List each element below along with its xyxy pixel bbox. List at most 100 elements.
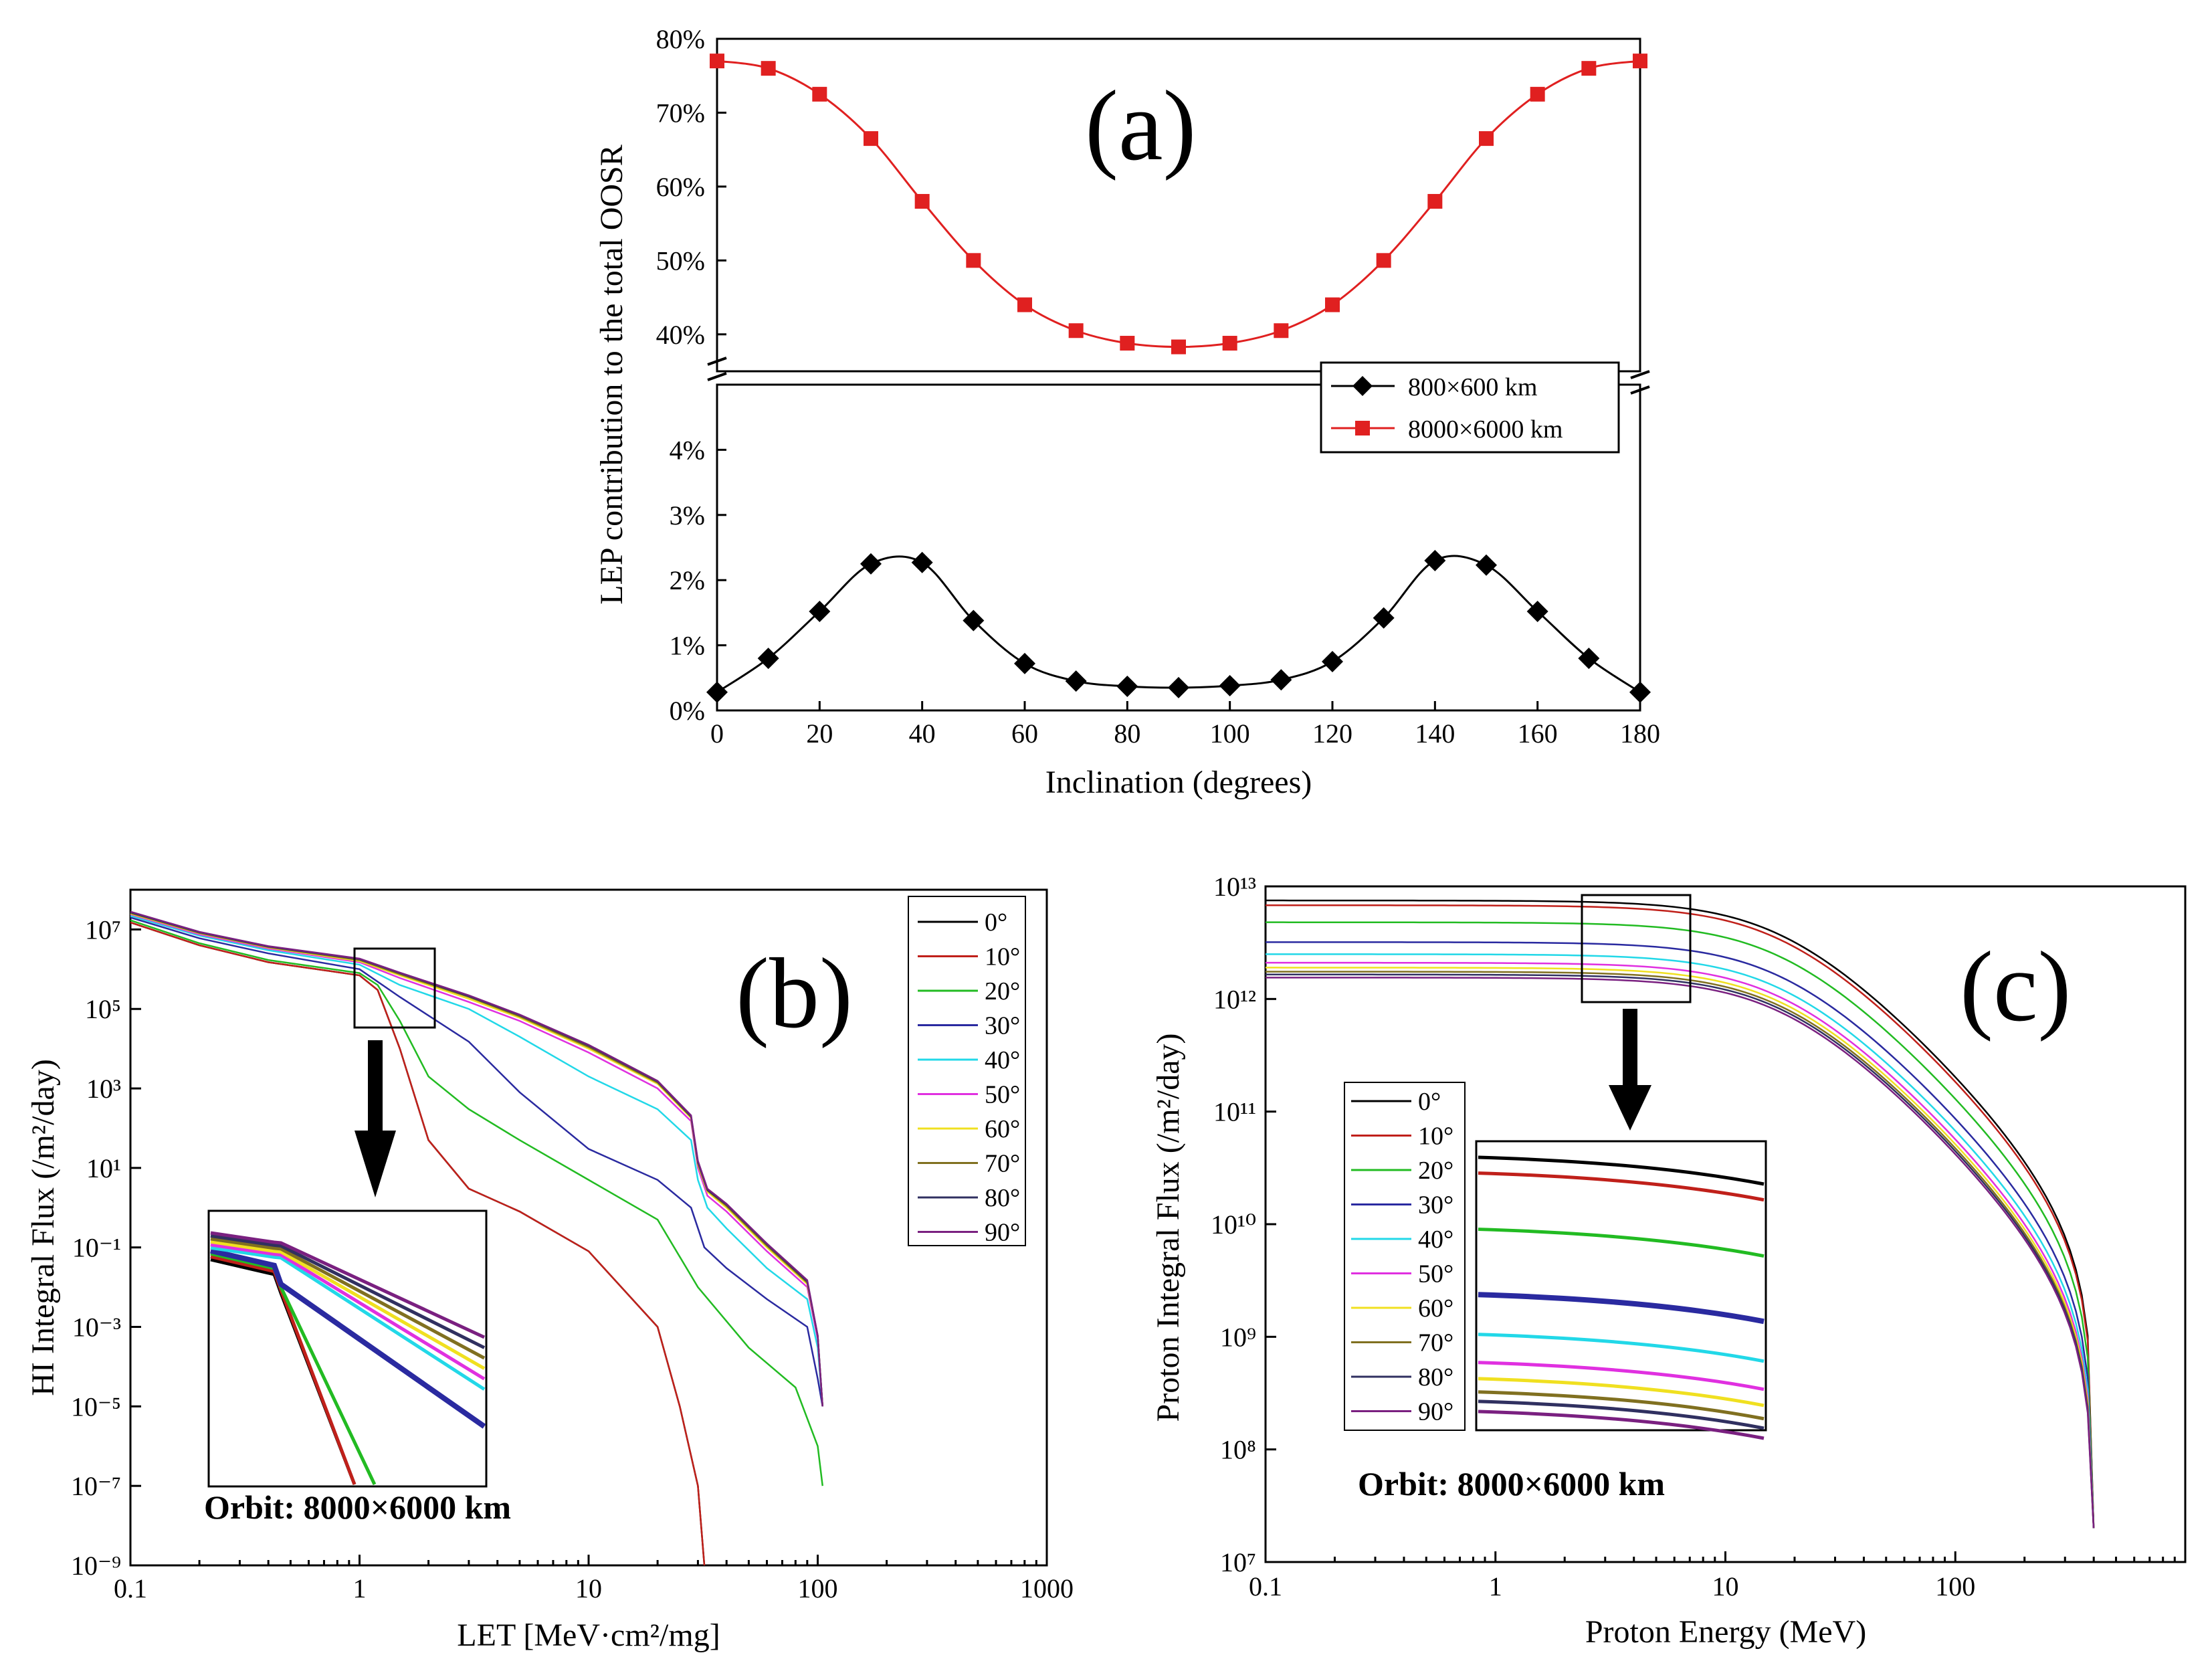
panel-a-frame-lower — [716, 383, 1641, 712]
panel-c-series-line-7 — [1265, 971, 2095, 1529]
panel-c-series-line-2 — [1265, 921, 2095, 1529]
panel-a-point-diamond — [963, 609, 985, 631]
panel-a-xtick-label: 60 — [1011, 718, 1038, 749]
panel-b-xtick-label: 0.1 — [114, 1573, 147, 1603]
panel-b-legend-label: 0° — [985, 908, 1007, 937]
panel-c-xtick-label: 1 — [1489, 1571, 1502, 1601]
panel-c-series-line-5 — [1265, 961, 2095, 1529]
panel-b-orbit-note: Orbit: 8000×6000 km — [204, 1488, 511, 1526]
panel-a-xtick-label: 140 — [1415, 718, 1455, 749]
panel-c-legend: 0° 10° 20° 30° 40° 50° 60° 70° 80° 90° — [1344, 1082, 1466, 1431]
panel-c-inset — [1475, 1140, 1767, 1440]
panel-c-ytick-label: 10⁹ — [1220, 1322, 1256, 1352]
panel-b-legend: 0° 10° 20° 30° 40° 50° 60° 70° 80° 90° — [908, 896, 1026, 1247]
panel-c-inset-line-9 — [1478, 1409, 1765, 1440]
panel-b-legend-label: 20° — [985, 977, 1020, 1005]
panel-a-xtick-label: 160 — [1518, 718, 1558, 749]
panel-a-point-square — [1427, 193, 1443, 209]
panel-a-ytick-label: 80% — [656, 24, 705, 54]
panel-b-legend-label: 60° — [985, 1115, 1020, 1143]
panel-b-series-line-2 — [130, 919, 823, 1486]
panel-a-point-square — [864, 131, 878, 147]
panel-b-series-line-4 — [130, 914, 824, 1407]
panel-c-xtick-label: 100 — [1935, 1571, 1975, 1601]
panel-a-xtick-label: 0 — [710, 718, 724, 749]
panel-c-legend-label: 90° — [1418, 1398, 1453, 1426]
panel-c-series-line-9 — [1265, 977, 2095, 1529]
panel-a-point-diamond — [1578, 648, 1600, 670]
panel-b-xtick-label: 1 — [353, 1573, 367, 1603]
panel-c-series-line-3 — [1265, 941, 2095, 1529]
panel-c-zoom-box — [1581, 894, 1692, 1003]
panel-a-point-diamond — [1168, 676, 1189, 698]
panel-c-legend-label: 80° — [1418, 1363, 1453, 1391]
panel-a-ytick-label: 40% — [656, 320, 705, 350]
panel-c-legend-label: 70° — [1418, 1329, 1453, 1357]
panel-c-ytick-label: 10¹³ — [1213, 872, 1256, 902]
panel-a-point-diamond — [1373, 607, 1395, 629]
panel-a-point-diamond — [1014, 652, 1035, 674]
panel-a-point-square — [1274, 323, 1289, 338]
panel-b-legend-label: 50° — [985, 1081, 1020, 1109]
panel-c-legend-label: 50° — [1418, 1260, 1453, 1288]
panel-c-series-line-1 — [1265, 904, 2095, 1529]
panel-b-legend-label: 10° — [985, 943, 1020, 971]
panel-b-ytick-label: 10⁷ — [85, 914, 121, 945]
panel-b-inset-line-7 — [210, 1237, 486, 1360]
panel-a-xtick-label: 40 — [909, 718, 936, 749]
panel-a-ytick-label: 70% — [656, 98, 705, 128]
panel-b-inset — [207, 1209, 488, 1488]
panel-c-legend-label: 0° — [1418, 1088, 1441, 1116]
panel-a-legend: 800×600 km 8000×6000 km — [1320, 361, 1620, 454]
panel-a-point-square — [1376, 253, 1391, 268]
panel-c-series-line-8 — [1265, 973, 2095, 1529]
panel-c-zoom-arrow — [1609, 1009, 1651, 1131]
panel-a-point-square — [1581, 61, 1597, 76]
panel-a-point-diamond — [1270, 669, 1292, 691]
panel-b-ytick-label: 10⁵ — [85, 994, 121, 1024]
panel-a-axis-break-left — [707, 357, 727, 381]
panel-a-label: (a) — [1085, 70, 1196, 181]
panel-b-label: (b) — [736, 938, 853, 1049]
panel-b-inset-line-9 — [210, 1231, 486, 1339]
panel-c-label: (c) — [1960, 931, 2071, 1042]
panel-c-inset-line-5 — [1478, 1361, 1765, 1391]
panel-c-series-line-4 — [1265, 953, 2095, 1529]
panel-c-inset-line-6 — [1478, 1377, 1765, 1407]
panel-c-inset-line-3 — [1478, 1292, 1765, 1325]
panel-a-point-diamond — [1065, 670, 1087, 692]
panel-a-xtick-label: 100 — [1210, 718, 1250, 749]
panel-c-xlabel: Proton Energy (MeV) — [1585, 1614, 1866, 1650]
panel-a-point-square — [1068, 323, 1084, 338]
panel-b-xtick-label: 1000 — [1020, 1573, 1074, 1603]
panel-b-xtick-label: 100 — [798, 1573, 838, 1603]
panel-a-ylabel: LEP contribution to the total OOSR — [594, 144, 629, 605]
panel-b-chart: 0.1 1 10 100 1000 10⁻⁹ 10⁻⁷ 10⁻⁵ 10⁻³ 10⁻¹ 10¹ 10³… — [25, 888, 1074, 1653]
panel-b-series-line-5 — [130, 913, 824, 1407]
panel-a-xtick-label: 180 — [1620, 718, 1660, 749]
panel-c-legend-label: 40° — [1418, 1226, 1453, 1254]
panel-a-point-diamond — [757, 648, 779, 670]
panel-c-inset-line-1 — [1478, 1171, 1765, 1202]
panel-b-legend-label: 80° — [985, 1184, 1020, 1212]
panel-a-frame-upper — [716, 37, 1641, 373]
panel-a-point-diamond — [1629, 681, 1651, 703]
panel-a-ytick-label: 50% — [656, 246, 705, 276]
panel-b-legend-label: 30° — [985, 1012, 1020, 1040]
panel-a-ytick-label: 0% — [670, 696, 705, 726]
panel-a-point-diamond — [911, 551, 933, 573]
panel-c-ytick-label: 10⁸ — [1220, 1435, 1256, 1465]
panel-a-ytick-label: 4% — [670, 435, 705, 465]
panel-a-point-square — [966, 253, 981, 268]
panel-c-legend-label: 30° — [1418, 1191, 1453, 1220]
panel-b-series-line-6 — [130, 912, 824, 1407]
panel-b-legend-label: 70° — [985, 1150, 1020, 1178]
panel-a-xtick-label: 80 — [1114, 718, 1140, 749]
panel-a-xtick-label: 20 — [806, 718, 833, 749]
panel-b-inset-line-3 — [210, 1248, 486, 1429]
panel-c-legend-label: 60° — [1418, 1294, 1453, 1323]
panel-b-legend-label: 40° — [985, 1046, 1020, 1074]
panel-a-point-square — [710, 54, 724, 69]
panel-c-inset-line-0 — [1478, 1155, 1765, 1186]
legend-diamond-marker — [1352, 376, 1373, 396]
